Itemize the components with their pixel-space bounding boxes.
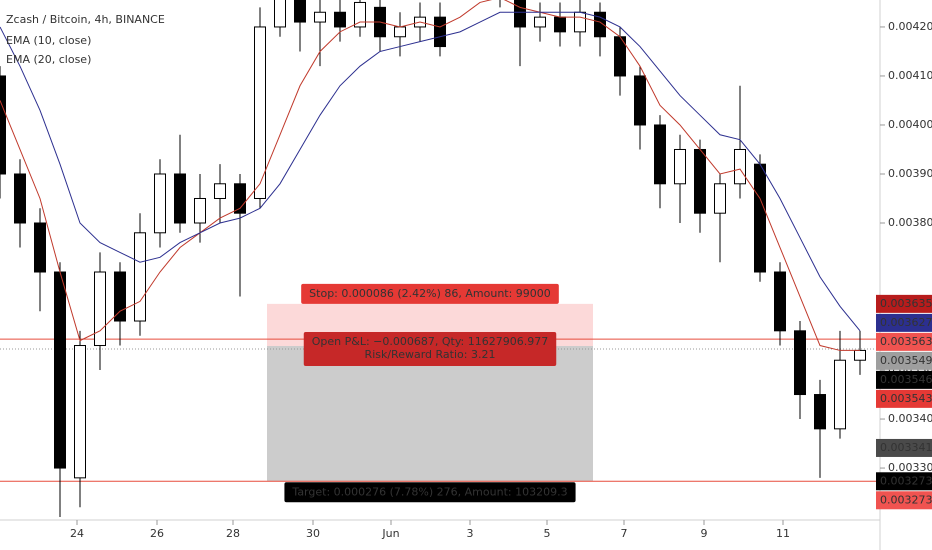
candle-body <box>554 16 566 33</box>
candle-body <box>294 0 306 23</box>
candle-body <box>594 11 606 38</box>
plot-area <box>0 0 880 518</box>
price-label-box <box>876 438 932 457</box>
candle-body <box>674 148 686 185</box>
price-label: 0.003273 <box>880 474 932 487</box>
price-label: 0.003635 <box>880 297 932 310</box>
price-label: 0.003543 <box>880 392 932 405</box>
legend-entry: EMA (20, close) <box>6 53 91 66</box>
candle-body <box>34 222 46 273</box>
candle-body <box>154 173 166 234</box>
candle-body <box>734 148 746 185</box>
stop-label: Stop: 0.000086 (2.42%) 86, Amount: 99000 <box>301 283 559 304</box>
candle-body <box>774 271 786 332</box>
candle-body <box>814 394 826 430</box>
x-tick-label: 3 <box>467 527 474 540</box>
candle-body <box>534 16 546 28</box>
candle-body <box>634 75 646 126</box>
candle-body <box>274 0 286 28</box>
stop-label-box <box>301 283 559 304</box>
candle-body <box>194 197 206 224</box>
price-label: 0.003563 <box>880 335 932 348</box>
ema-line <box>0 11 861 332</box>
stop-label-text: Stop: 0.000086 (2.42%) 86, Amount: 99000 <box>309 287 551 300</box>
x-tick-label: 26 <box>150 527 164 540</box>
pnl-label-box <box>303 332 557 367</box>
candle-body <box>334 11 346 28</box>
candle-body <box>574 11 586 33</box>
candle-body <box>0 75 6 175</box>
target-label: Target: 0.000276 (7.78%) 276, Amount: 10… <box>284 482 576 503</box>
x-tick-label: 28 <box>226 527 240 540</box>
x-tick-label: Jun <box>381 527 399 540</box>
target-label-text: Target: 0.000276 (7.78%) 276, Amount: 10… <box>291 485 567 498</box>
x-tick-label: 11 <box>776 527 790 540</box>
price-label-box <box>876 332 932 351</box>
candle-body <box>74 345 86 479</box>
candle-body <box>174 173 186 224</box>
x-tick-label: 30 <box>306 527 320 540</box>
overlay: EMA (10, close) EMA (20, close) Zcash / Bi… <box>6 13 576 503</box>
chart-title: Zcash / Bitcoin, 4h, BINANCE <box>6 13 165 26</box>
price-label-box <box>876 389 932 408</box>
candle-body <box>834 359 846 430</box>
candle-body <box>94 271 106 347</box>
candle-body <box>134 232 146 322</box>
price-label: 0.003341 <box>880 441 932 454</box>
candle-body <box>514 0 526 28</box>
price-label: 0.003273 <box>880 493 932 506</box>
price-label: 0.003546 <box>880 373 932 386</box>
candle-body <box>254 26 266 199</box>
candle-body <box>854 349 866 361</box>
candle-body <box>434 16 446 48</box>
candle-body <box>354 1 366 28</box>
x-tick-label: 5 <box>544 527 551 540</box>
price-label-box <box>876 491 932 510</box>
pnl-label: Open P&L: −0.000687, Qty: 11627906.977Ri… <box>303 332 557 367</box>
price-label-box <box>876 472 932 491</box>
candle-body <box>394 26 406 38</box>
price-label: 0.003549 <box>880 354 932 367</box>
candle-body <box>314 11 326 23</box>
price-label: 0.003627 <box>880 316 932 329</box>
candle-body <box>654 124 666 185</box>
price-label-box <box>876 294 932 313</box>
pnl-label-text: Open P&L: −0.000687, Qty: 11627906.977 <box>312 335 548 348</box>
candle-body <box>694 148 706 214</box>
price-label-box <box>876 313 932 332</box>
candle-body <box>714 183 726 214</box>
y-tick-label: 0.003300 <box>888 461 932 474</box>
target-label-box <box>284 482 576 503</box>
candle-body <box>14 173 26 224</box>
x-tick-label: 24 <box>70 527 84 540</box>
price-label-box <box>876 351 932 370</box>
candle-body <box>214 183 226 199</box>
price-label-box <box>876 370 932 389</box>
candle-body <box>234 183 246 214</box>
target-zone <box>267 346 593 482</box>
candle-body <box>754 163 766 273</box>
x-tick-label: 9 <box>701 527 708 540</box>
ema-line <box>0 0 860 351</box>
candle-body <box>794 330 806 396</box>
pnl-label-text: Risk/Reward Ratio: 3.21 <box>365 348 496 361</box>
legend-entry: EMA (10, close) <box>6 34 91 47</box>
candle-body <box>54 271 66 469</box>
x-tick-label: 7 <box>621 527 628 540</box>
candle-body <box>114 271 126 322</box>
